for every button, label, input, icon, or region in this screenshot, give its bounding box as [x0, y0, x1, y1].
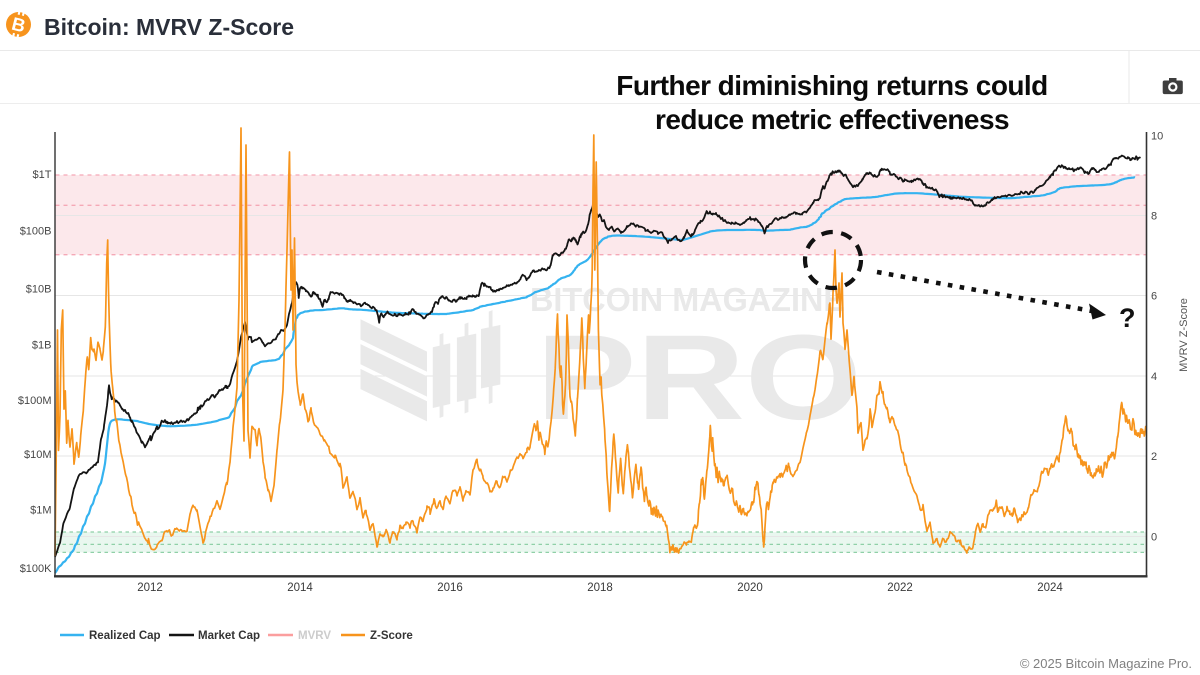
svg-text:$10M: $10M [24, 449, 52, 461]
svg-text:MVRV Z-Score: MVRV Z-Score [1178, 298, 1190, 372]
svg-text:4: 4 [1151, 371, 1157, 383]
svg-text:2: 2 [1151, 451, 1157, 463]
svg-text:Market Cap: Market Cap [198, 630, 260, 642]
svg-text:$1M: $1M [30, 505, 51, 517]
svg-text:8: 8 [1151, 211, 1157, 223]
svg-text:6: 6 [1151, 291, 1157, 303]
svg-text:$100B: $100B [20, 226, 52, 238]
svg-text:2014: 2014 [287, 582, 313, 594]
svg-text:$100K: $100K [20, 563, 52, 575]
svg-text:MVRV: MVRV [298, 630, 331, 642]
svg-text:0: 0 [1151, 532, 1157, 544]
svg-text:2020: 2020 [737, 582, 763, 594]
svg-text:© 2025 Bitcoin Magazine Pro.: © 2025 Bitcoin Magazine Pro. [1020, 656, 1192, 671]
svg-text:Z-Score: Z-Score [370, 630, 413, 642]
svg-text:$1T: $1T [33, 169, 52, 181]
svg-text:10: 10 [1151, 131, 1163, 143]
svg-text:$1B: $1B [32, 340, 52, 352]
svg-text:BITCOIN MAGAZINE: BITCOIN MAGAZINE [530, 281, 845, 318]
svg-text:2016: 2016 [437, 582, 463, 594]
svg-text:PRO: PRO [536, 309, 862, 445]
svg-text:2022: 2022 [887, 582, 913, 594]
svg-text:2012: 2012 [137, 582, 163, 594]
svg-text:Realized Cap: Realized Cap [89, 630, 161, 642]
svg-text:B: B [10, 13, 28, 37]
svg-text:Further diminishing returns co: Further diminishing returns could [616, 70, 1047, 101]
svg-text:$100M: $100M [18, 395, 52, 407]
svg-text:2024: 2024 [1037, 582, 1063, 594]
svg-text:Bitcoin: MVRV Z-Score: Bitcoin: MVRV Z-Score [44, 14, 294, 40]
svg-text:reduce metric effectiveness: reduce metric effectiveness [655, 104, 1009, 135]
svg-text:$10B: $10B [26, 284, 52, 296]
svg-text:2018: 2018 [587, 582, 613, 594]
svg-text:?: ? [1119, 303, 1136, 333]
